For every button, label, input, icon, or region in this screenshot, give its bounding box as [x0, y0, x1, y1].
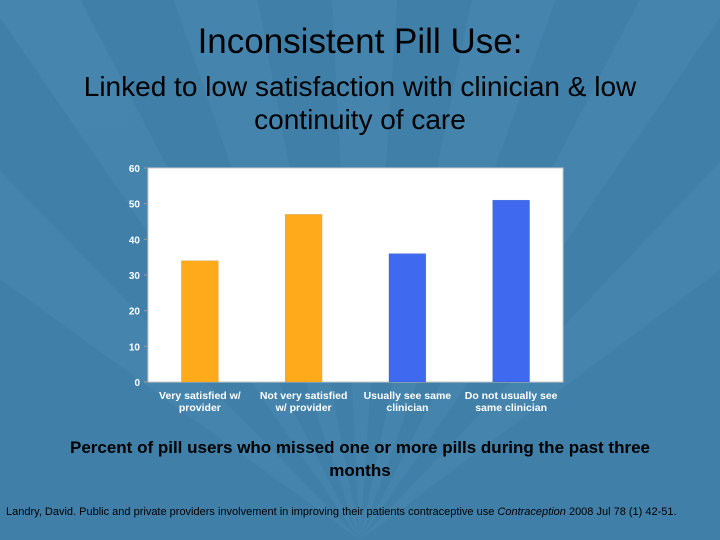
y-tick-label: 60	[129, 164, 141, 175]
slide-title: Inconsistent Pill Use:	[197, 22, 523, 61]
y-tick-label: 0	[134, 378, 140, 389]
citation: Landry, David. Public and private provid…	[6, 505, 716, 520]
x-category-label: clinician	[386, 402, 428, 414]
citation-text: Landry, David. Public and private provid…	[6, 506, 495, 518]
x-category-label: Not very satisfied	[260, 390, 348, 402]
x-category-label: w/ provider	[275, 402, 332, 414]
bar	[181, 260, 219, 383]
citation-journal: Contraception	[497, 506, 566, 518]
y-tick-label: 40	[129, 235, 141, 246]
slide-subtitle: Linked to low satisfaction with clinicia…	[83, 71, 637, 135]
y-tick-label: 10	[129, 342, 141, 353]
y-tick-label: 20	[129, 307, 141, 318]
x-category-label: Very satisfied w/	[159, 390, 241, 402]
bar	[284, 214, 323, 383]
bar	[492, 199, 530, 383]
x-category-label: provider	[179, 402, 221, 414]
bar-value-label: 51	[506, 183, 518, 194]
bar-chart: 0 10 20 30 40 50 60 34 Very satisfied w/provider…	[129, 164, 564, 414]
x-category-label: Do not usually see	[465, 390, 558, 402]
y-tick-label: 30	[129, 271, 141, 282]
chart-caption: Percent of pill users who missed one or …	[69, 438, 650, 480]
x-category-label: same clinician	[475, 402, 547, 414]
citation-details: 2008 Jul 78 (1) 42-51.	[565, 506, 677, 518]
y-tick-label: 50	[129, 200, 141, 211]
bar-value-label: 36	[402, 237, 414, 248]
bar	[388, 253, 427, 383]
bar-value-label: 47	[298, 197, 310, 208]
x-category-label: Usually see same	[364, 390, 452, 402]
bar-value-label: 34	[194, 244, 206, 255]
